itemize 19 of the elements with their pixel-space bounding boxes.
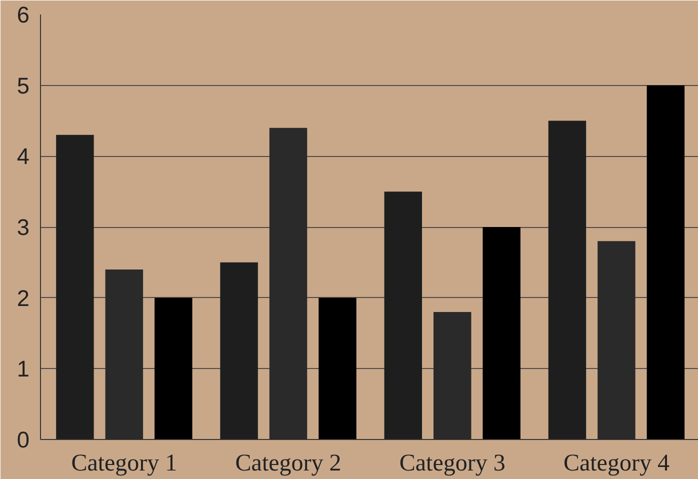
bar	[482, 227, 520, 440]
y-tick-label: 1	[16, 356, 30, 382]
bar	[548, 120, 586, 440]
y-tick-label: 2	[16, 284, 30, 311]
bar	[318, 298, 356, 440]
y-tick-label: 0	[16, 426, 30, 452]
x-tick-label: Category 3	[399, 450, 506, 476]
bar	[220, 262, 258, 440]
bar	[646, 85, 685, 440]
x-tick-label: Category 2	[235, 450, 342, 476]
bar	[154, 298, 192, 440]
bar	[56, 134, 94, 440]
bar	[384, 192, 422, 440]
y-tick-label: 6	[16, 2, 30, 28]
y-tick-label: 5	[16, 72, 30, 98]
x-tick-label: Category 1	[71, 450, 178, 476]
y-tick-label: 3	[16, 214, 30, 240]
x-tick-label: Category 4	[563, 450, 670, 476]
y-tick-label: 4	[16, 143, 30, 170]
